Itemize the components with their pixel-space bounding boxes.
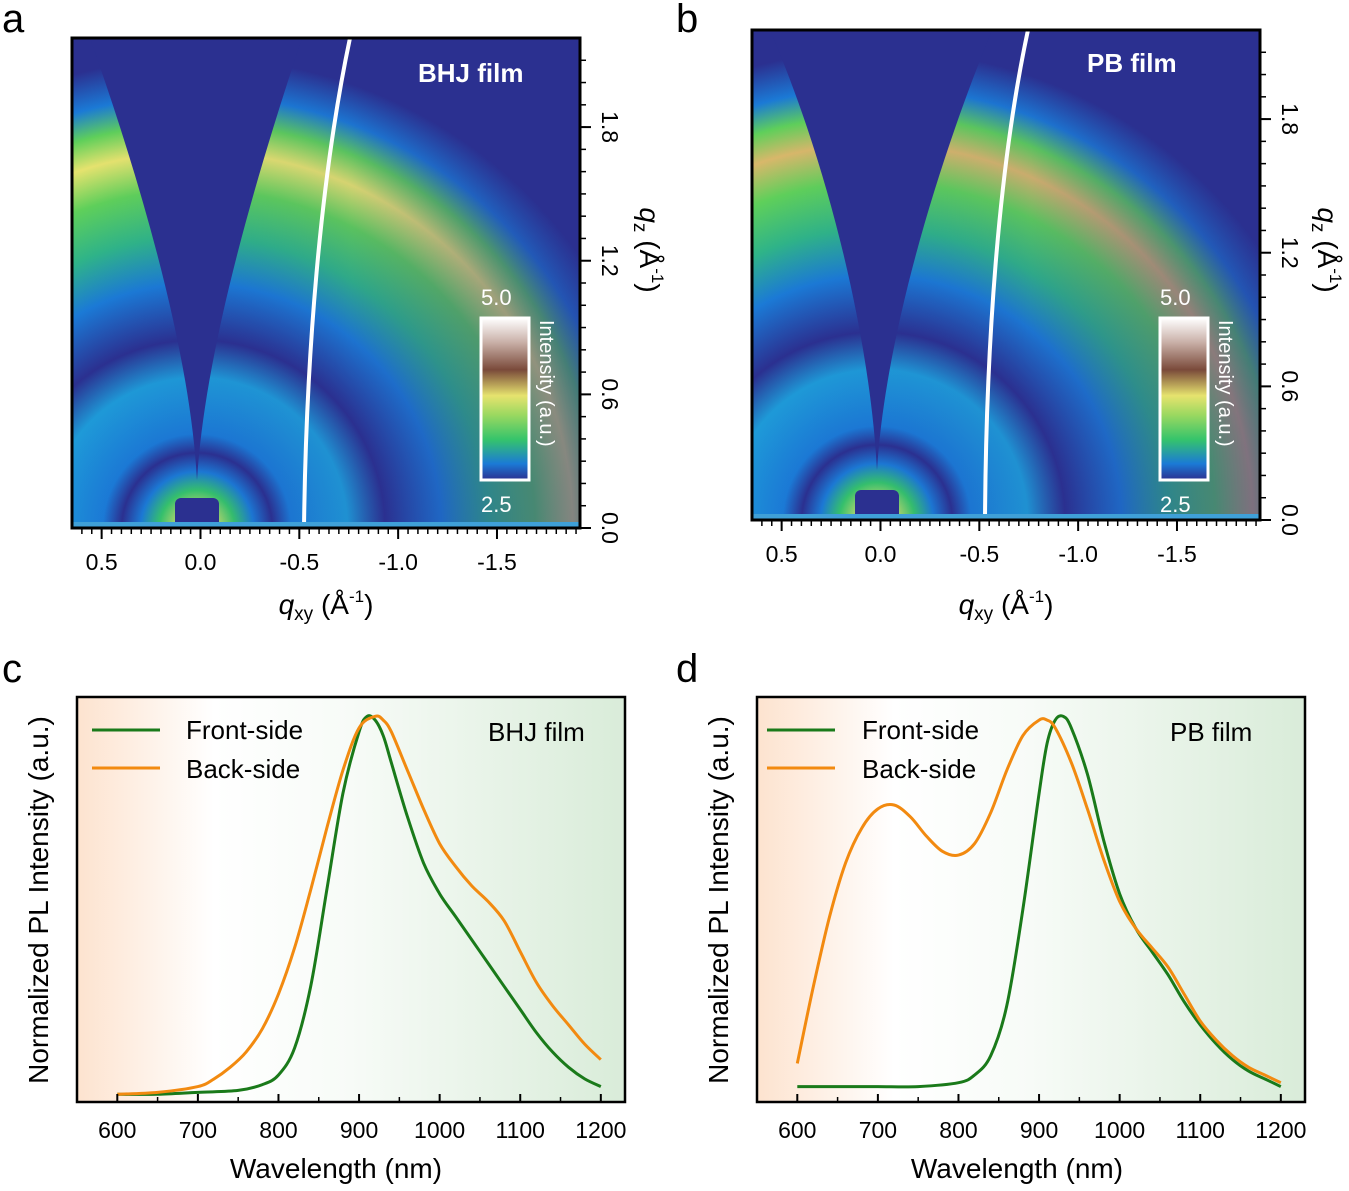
y-tick-label: 0.6 — [597, 378, 623, 410]
legend-front-c: Front-side — [186, 715, 303, 745]
x-tick-label: -1.0 — [378, 549, 418, 575]
plot-label-d: PB film — [1170, 717, 1252, 747]
legend-back-c: Back-side — [186, 754, 300, 784]
y-tick-label: 1.2 — [597, 245, 623, 277]
beamstop-a — [175, 498, 219, 528]
panel-letter-a: a — [2, 0, 25, 41]
frame-d — [755, 695, 1307, 1104]
y-tick-label: 1.8 — [597, 111, 623, 143]
series-line-front-side — [117, 714, 602, 1096]
x-tick-label: 800 — [259, 1117, 297, 1143]
x-axis-title-d: Wavelength (nm) — [911, 1153, 1123, 1184]
beamstop-b — [855, 490, 899, 520]
x-ticks-a: 0.5 0.0 -0.5 -1.0 -1.5 — [81, 528, 577, 575]
x-tick-label: 1200 — [575, 1117, 626, 1143]
pl-chart-d: 600 700 800 900 1000 1100 1200 PB film Front-s… — [703, 695, 1307, 1184]
x-tick-label: -1.0 — [1058, 541, 1098, 567]
x-tick-label: -1.5 — [477, 549, 517, 575]
colorbar-min-a: 2.5 — [481, 492, 512, 517]
missing-wedge-a — [90, 38, 302, 480]
giwaxs-image-b: PB film 5.0 2.5 Intensity (a.u.) 0.5 0.0 -… — [750, 28, 1345, 625]
colorbar-min-b: 2.5 — [1160, 492, 1191, 517]
x-ticks-c: 600 700 800 900 1000 1100 1200 — [98, 1094, 626, 1143]
x-tick-label: 0.0 — [864, 541, 896, 567]
x-tick-label: 700 — [859, 1117, 897, 1143]
y-ticks-a: 0.0 0.6 1.2 1.8 — [580, 59, 623, 544]
panel-letter-c: c — [2, 647, 22, 691]
x-tick-label: 700 — [179, 1117, 217, 1143]
x-tick-label: 0.5 — [766, 541, 798, 567]
y-axis-title-a: qz (Å-1) — [629, 207, 667, 292]
pl-chart-c: 600 700 800 900 1000 1100 1200 BHJ film Front-… — [23, 695, 627, 1184]
series-lines-c — [117, 714, 602, 1096]
plot-area-d — [757, 697, 1305, 1102]
colorbar-max-b: 5.0 — [1160, 285, 1191, 310]
x-tick-label: 1100 — [1176, 1117, 1225, 1143]
arc-line-b — [983, 30, 1030, 520]
x-tick-label: 1000 — [1094, 1117, 1145, 1143]
x-axis-title-c: Wavelength (nm) — [230, 1153, 442, 1184]
x-ticks-b: 0.5 0.0 -0.5 -1.0 -1.5 — [761, 520, 1257, 567]
x-tick-label: 0.0 — [184, 549, 216, 575]
series-line-back-side — [117, 714, 602, 1096]
legend-front-d: Front-side — [862, 715, 979, 745]
legend-back-d: Back-side — [862, 754, 976, 784]
horizon-a — [72, 522, 580, 528]
missing-wedge-b — [770, 30, 992, 470]
series-line-back-side — [795, 717, 1282, 1085]
x-tick-label: 1200 — [1255, 1117, 1306, 1143]
y-axis-title-d: Normalized PL Intensity (a.u.) — [703, 716, 734, 1084]
colorbar-max-a: 5.0 — [481, 285, 512, 310]
x-ticks-d: 600 700 800 900 1000 1100 1200 — [778, 1094, 1306, 1143]
film-label-b: PB film — [1087, 48, 1177, 78]
y-ticks-b: 0.0 0.6 1.2 1.8 — [1260, 51, 1303, 536]
giwaxs-image-a: BHJ film 5.0 2.5 Intensity (a.u.) 0.5 0.0… — [70, 36, 667, 625]
x-axis-title-a: qxy (Å-1) — [279, 587, 374, 625]
x-tick-label: -0.5 — [959, 541, 999, 567]
y-axis-title-c: Normalized PL Intensity (a.u.) — [23, 716, 54, 1084]
x-tick-label: 800 — [939, 1117, 977, 1143]
x-tick-label: 900 — [1020, 1117, 1058, 1143]
y-tick-label: 0.0 — [1277, 504, 1303, 536]
x-tick-label: -0.5 — [279, 549, 319, 575]
panel-letter-b: b — [676, 0, 698, 41]
panel-letter-d: d — [676, 647, 698, 691]
x-tick-label: 1000 — [414, 1117, 465, 1143]
y-tick-label: 0.0 — [597, 512, 623, 544]
colorbar-title-a: Intensity (a.u.) — [535, 320, 557, 447]
x-tick-label: -1.5 — [1157, 541, 1197, 567]
series-line-front-side — [797, 714, 1282, 1089]
horizon-b — [752, 514, 1260, 520]
x-tick-label: 0.5 — [86, 549, 118, 575]
colorbar-b — [1158, 316, 1210, 482]
series-lines-d — [795, 714, 1282, 1089]
y-axis-title-b: qz (Å-1) — [1307, 207, 1345, 292]
plot-label-c: BHJ film — [488, 717, 585, 747]
y-tick-label: 0.6 — [1277, 370, 1303, 402]
arc-line-a — [302, 38, 352, 528]
y-tick-label: 1.8 — [1277, 103, 1303, 135]
x-tick-label: 900 — [340, 1117, 378, 1143]
film-label-a: BHJ film — [418, 58, 523, 88]
x-tick-label: 600 — [778, 1117, 816, 1143]
x-axis-title-b: qxy (Å-1) — [959, 587, 1054, 625]
y-tick-label: 1.2 — [1277, 237, 1303, 269]
colorbar-a — [479, 316, 531, 482]
x-tick-label: 600 — [98, 1117, 136, 1143]
x-tick-label: 1100 — [496, 1117, 545, 1143]
frame-c — [75, 695, 627, 1104]
colorbar-title-b: Intensity (a.u.) — [1214, 320, 1236, 447]
